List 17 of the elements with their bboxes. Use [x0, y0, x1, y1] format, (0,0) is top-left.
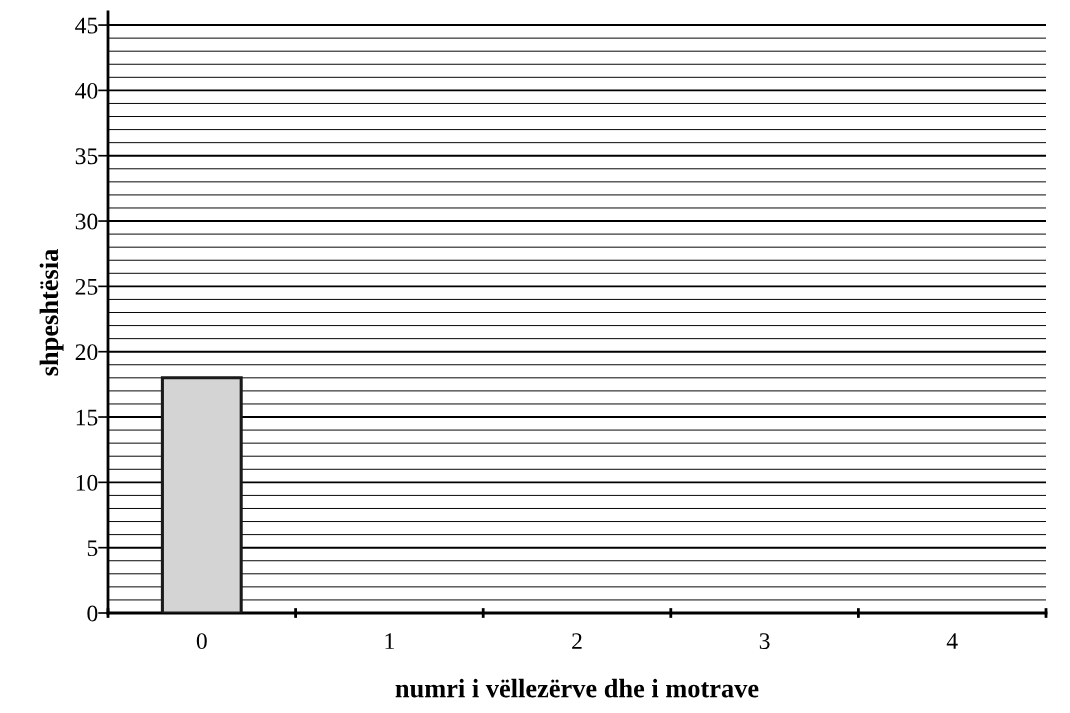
y-tick-label: 0: [87, 605, 98, 622]
x-tick-label: 2: [572, 633, 582, 649]
y-tick-label: 30: [75, 213, 98, 230]
y-tick-label: 15: [76, 409, 98, 426]
y-tick-label: 45: [75, 17, 98, 34]
y-tick-label: 40: [75, 82, 98, 99]
x-tick-label: 1: [385, 633, 394, 649]
x-axis-title: numri i vëllezërve dhe i motrave: [395, 678, 759, 698]
y-tick-label: 20: [75, 344, 98, 361]
y-tick-label: 35: [75, 148, 98, 165]
x-tick-label: 0: [196, 633, 207, 650]
y-tick-label: 10: [76, 474, 98, 491]
x-tick-label: 4: [946, 633, 958, 649]
y-tick-label: 5: [87, 540, 98, 557]
y-axis-title: shpeshtësia: [39, 249, 64, 376]
y-tick-label: 25: [75, 278, 98, 295]
x-tick-label: 3: [759, 633, 770, 650]
